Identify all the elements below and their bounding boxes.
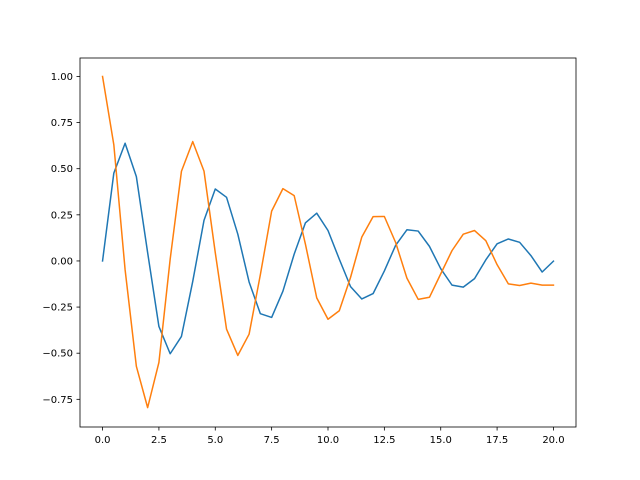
y-tick-label: 0.75 — [51, 118, 73, 129]
y-tick-label: 0.00 — [51, 256, 73, 267]
plot-area — [80, 58, 576, 427]
axes-frame — [79, 57, 577, 428]
x-tick-label: 10.0 — [317, 435, 339, 446]
y-tick-label: −0.75 — [42, 395, 73, 406]
x-tick-label: 12.5 — [373, 435, 395, 446]
x-tick-label: 0.0 — [95, 435, 111, 446]
axes-background — [80, 58, 576, 427]
y-tick-label: −0.25 — [42, 303, 73, 314]
y-tick-label: −0.50 — [42, 349, 73, 360]
x-tick-label: 5.0 — [207, 435, 223, 446]
series-layer — [101, 75, 555, 409]
x-tick-label: 17.5 — [486, 435, 508, 446]
x-tick-label: 7.5 — [264, 435, 280, 446]
x-tick-label: 20.0 — [542, 435, 564, 446]
series-line-1 — [101, 142, 555, 355]
series-line-2 — [101, 75, 555, 409]
y-axis-ticks: −0.75 −0.50 −0.25 0.00 0.25 0.50 0.75 1.00 — [42, 72, 80, 406]
x-axis-ticks: 0.0 2.5 5.0 7.5 10.0 12.5 15.0 17.5 20.0 — [95, 427, 565, 446]
y-tick-label: 1.00 — [51, 72, 73, 83]
x-tick-label: 15.0 — [430, 435, 452, 446]
y-tick-label: 0.25 — [51, 210, 73, 221]
x-tick-label: 2.5 — [151, 435, 167, 446]
y-tick-label: 0.50 — [51, 164, 73, 175]
